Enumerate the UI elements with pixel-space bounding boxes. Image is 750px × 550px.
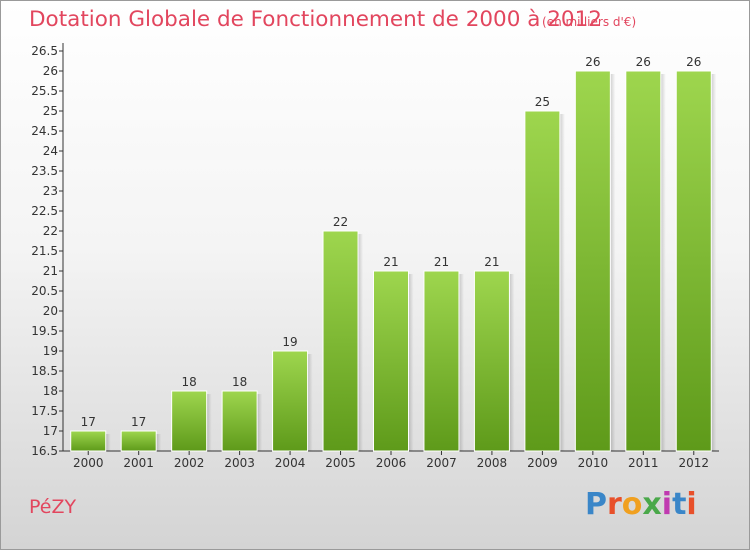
x-tick-label: 2009: [527, 456, 558, 470]
bar-shadow: [610, 74, 616, 451]
y-tick-label: 18.5: [31, 364, 58, 378]
x-tick-label: 2006: [376, 456, 407, 470]
y-tick-label: 17: [43, 424, 58, 438]
chart-title: Dotation Globale de Fonctionnement de 20…: [29, 7, 602, 32]
x-tick-label: 2007: [426, 456, 457, 470]
bar-value-label: 26: [636, 55, 651, 69]
bar-value-label: 18: [182, 375, 197, 389]
bar-value-label: 17: [81, 415, 96, 429]
y-tick-label: 24: [43, 144, 58, 158]
x-tick-label: 2000: [73, 456, 104, 470]
y-tick-label: 19.5: [31, 324, 58, 338]
y-tick-label: 19: [43, 344, 58, 358]
bar-2004: [272, 350, 309, 452]
bar-shadow: [509, 274, 515, 451]
logo-letter: o: [621, 487, 643, 522]
logo-letter: P: [585, 487, 607, 522]
x-tick-label: 2005: [325, 456, 356, 470]
y-tick-label: 21: [43, 264, 58, 278]
bar-shadow: [711, 74, 717, 451]
bar-value-label: 26: [686, 55, 701, 69]
bar-2011: [625, 70, 662, 452]
bar-2009: [524, 110, 561, 452]
x-tick-label: 2008: [477, 456, 508, 470]
y-tick-label: 22: [43, 224, 58, 238]
y-tick-label: 20: [43, 304, 58, 318]
bar-value-label: 19: [282, 335, 297, 349]
logo-letter: t: [672, 487, 687, 522]
bar-2003: [221, 390, 258, 452]
y-tick-label: 20.5: [31, 284, 58, 298]
y-tick-label: 16.5: [31, 444, 58, 458]
x-tick-label: 2010: [578, 456, 609, 470]
bar-value-label: 22: [333, 215, 348, 229]
y-tick-label: 18: [43, 384, 58, 398]
chart-subtitle: (en milliers d'€): [542, 15, 637, 29]
y-tick-label: 25.5: [31, 84, 58, 98]
bar-value-label: 25: [535, 95, 550, 109]
bar-2007: [423, 270, 460, 452]
y-tick-label: 24.5: [31, 124, 58, 138]
bar-shadow: [358, 234, 364, 451]
bar-value-label: 21: [383, 255, 398, 269]
x-tick-label: 2001: [123, 456, 154, 470]
y-tick-label: 21.5: [31, 244, 58, 258]
y-tick-label: 25: [43, 104, 58, 118]
logo-letter: i: [661, 487, 673, 522]
bar-2010: [574, 70, 611, 452]
bar-2005: [322, 230, 359, 452]
bar-shadow: [307, 354, 313, 451]
logo-letter: x: [642, 487, 662, 522]
y-tick-label: 23.5: [31, 164, 58, 178]
commune-name: PéZY: [29, 496, 77, 518]
bar-2012: [675, 70, 712, 452]
bar-value-label: 21: [434, 255, 449, 269]
bar-shadow: [408, 274, 414, 451]
x-tick-label: 2012: [678, 456, 709, 470]
bar-2008: [473, 270, 510, 452]
logo-letter: i: [686, 487, 697, 522]
x-tick-label: 2004: [275, 456, 306, 470]
y-tick-label: 22.5: [31, 204, 58, 218]
y-tick-label: 23: [43, 184, 58, 198]
logo-letter: r: [607, 487, 622, 522]
bar-shadow: [156, 434, 162, 451]
y-tick-label: 26: [43, 64, 58, 78]
bar-2002: [171, 390, 208, 452]
bar-value-label: 26: [585, 55, 600, 69]
bar-2006: [373, 270, 409, 452]
x-tick-label: 2003: [224, 456, 255, 470]
y-tick-label: 17.5: [31, 404, 58, 418]
bar-2000: [70, 430, 107, 452]
bar-shadow: [559, 114, 565, 451]
bar-shadow: [458, 274, 464, 451]
bar-shadow: [257, 394, 263, 451]
proxiti-logo: Proxiti: [585, 487, 697, 522]
x-tick-label: 2011: [628, 456, 659, 470]
x-tick-label: 2002: [174, 456, 205, 470]
bar-shadow: [105, 434, 111, 451]
bar-value-label: 17: [131, 415, 146, 429]
bar-value-label: 21: [484, 255, 499, 269]
y-tick-label: 26.5: [31, 44, 58, 58]
bar-shadow: [206, 394, 212, 451]
bar-shadow: [660, 74, 666, 451]
bar-2001: [120, 430, 157, 452]
bar-value-label: 18: [232, 375, 247, 389]
